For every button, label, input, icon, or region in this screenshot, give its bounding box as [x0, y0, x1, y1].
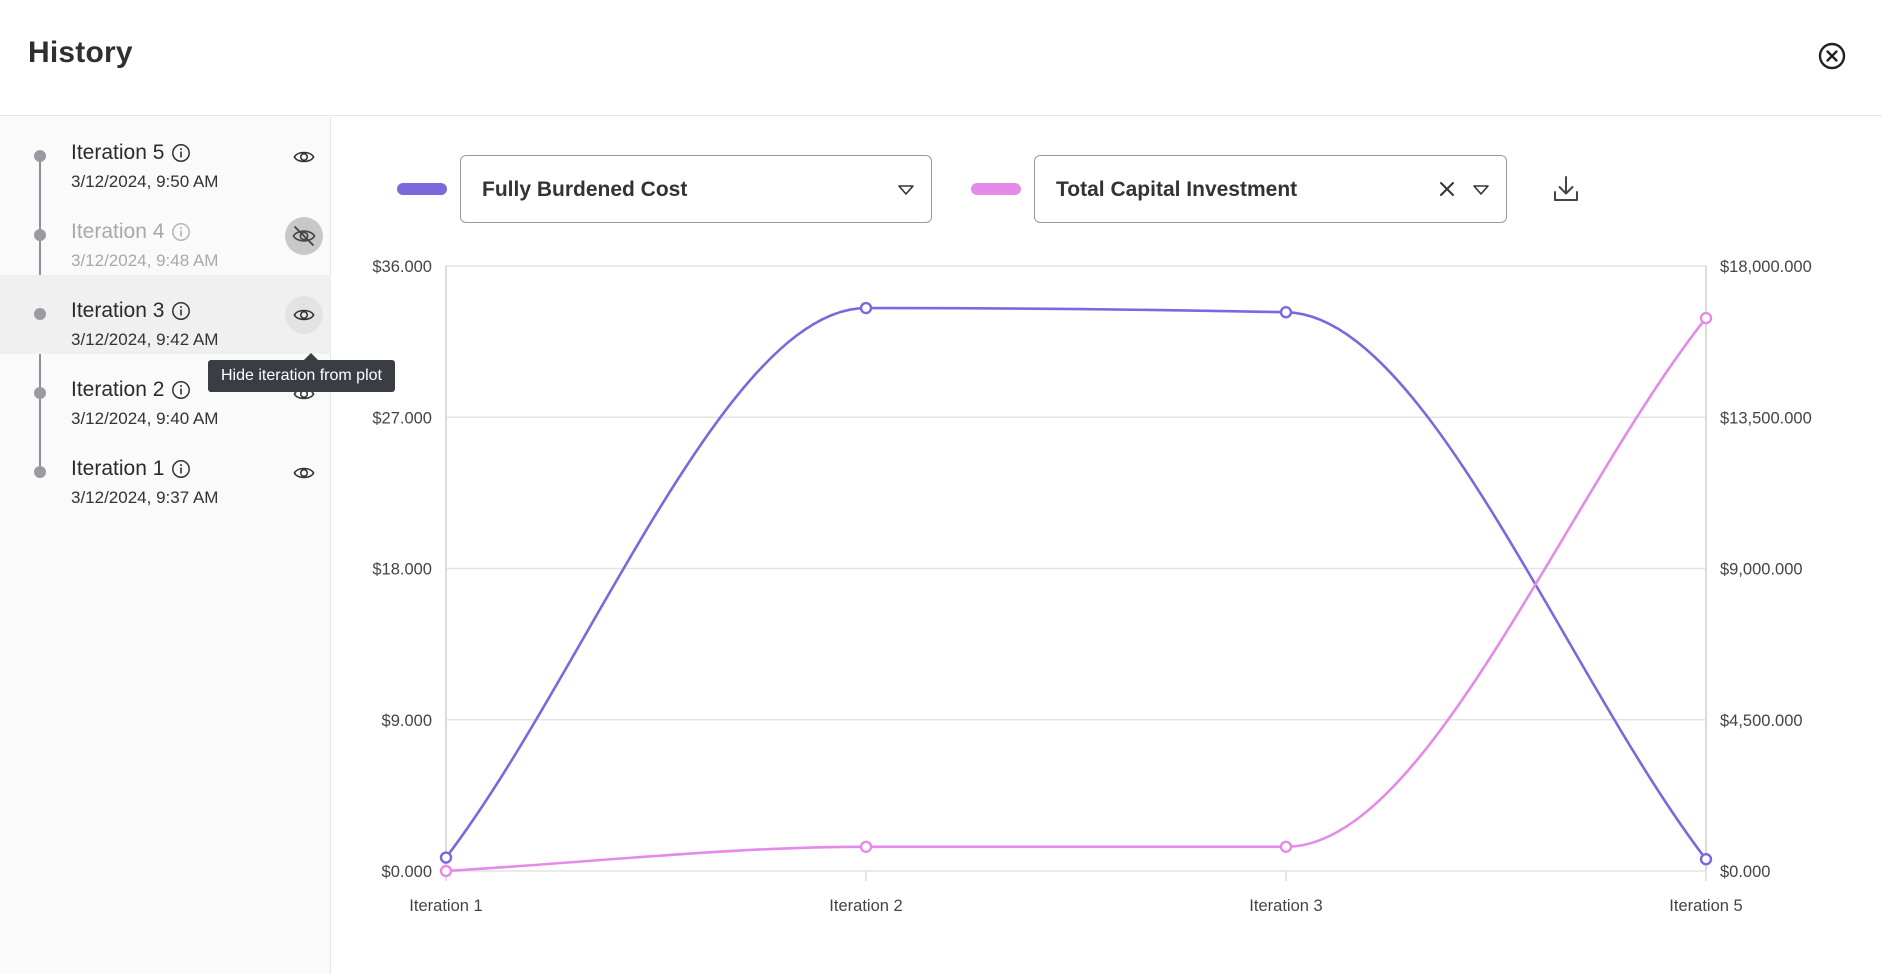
data-point [1279, 306, 1293, 319]
primary-series-swatch [397, 183, 447, 195]
close-circle-icon[interactable] [1817, 41, 1847, 71]
y-left-tick-label: $27.000 [372, 409, 432, 427]
timeline-dot [34, 150, 46, 162]
secondary-metric-select[interactable]: Total Capital Investment [1034, 155, 1507, 223]
primary-metric-select[interactable]: Fully Burdened Cost [460, 155, 932, 223]
caret-down-icon [1473, 185, 1489, 195]
eye-icon [293, 467, 315, 479]
timeline-dot [34, 466, 46, 478]
toggle-visibility-button[interactable] [285, 138, 323, 176]
primary-metric-value: Fully Burdened Cost [482, 178, 688, 201]
toggle-visibility-button[interactable] [285, 454, 323, 492]
x-tick-label: Iteration 3 [1249, 897, 1322, 915]
eye-icon [293, 309, 315, 321]
iteration-name: Iteration 5 [71, 141, 165, 164]
toggle-visibility-button[interactable] [285, 296, 323, 334]
data-point [439, 851, 453, 864]
info-icon[interactable] [171, 143, 191, 163]
y-left-tick-label: $9.000 [382, 712, 432, 730]
y-left-tick-label: $36.000 [372, 258, 432, 276]
info-icon[interactable] [171, 301, 191, 321]
y-right-tick-label: $13,500.000 [1720, 409, 1812, 427]
tooltip: Hide iteration from plot [208, 353, 395, 392]
data-point [1699, 853, 1713, 866]
info-icon[interactable] [171, 380, 191, 400]
data-point [1699, 311, 1713, 325]
iteration-item-5[interactable]: Iteration 5 3/12/2024, 9:50 AM [0, 117, 331, 196]
info-icon[interactable] [171, 222, 191, 242]
x-tick-label: Iteration 5 [1669, 897, 1742, 915]
iteration-timestamp: 3/12/2024, 9:48 AM [71, 251, 219, 270]
download-icon[interactable] [1552, 174, 1580, 204]
secondary-series-swatch [971, 183, 1021, 195]
data-point [859, 840, 873, 853]
caret-down-icon [898, 185, 914, 195]
data-point [439, 864, 453, 878]
x-tick-label: Iteration 1 [409, 897, 482, 915]
dual-axis-line-chart: $0.000 $0.000 $9.000 $4,500.000 $18.000 $9,00… [372, 258, 1812, 915]
header: History [0, 0, 1882, 116]
data-point [859, 301, 873, 315]
timeline-dot [34, 387, 46, 399]
iteration-item-4[interactable]: Iteration 4 3/12/2024, 9:48 AM [0, 196, 331, 275]
iteration-sidebar: Iteration 5 3/12/2024, 9:50 AM Iteration… [0, 117, 331, 974]
y-left-tick-label: $18.000 [372, 561, 432, 579]
y-right-tick-label: $9,000.000 [1720, 561, 1803, 579]
x-tick-label: Iteration 2 [829, 897, 902, 915]
info-icon[interactable] [171, 459, 191, 479]
toggle-visibility-button[interactable] [285, 217, 323, 255]
eye-icon [293, 151, 315, 163]
data-point [1279, 840, 1293, 853]
eye-off-icon [292, 226, 316, 246]
timeline-dot [34, 308, 46, 320]
iteration-item-3[interactable]: Iteration 3 3/12/2024, 9:42 AM [0, 275, 331, 354]
iteration-name: Iteration 4 [71, 220, 165, 243]
series-line-1 [444, 306, 1708, 861]
series-line-2 [445, 317, 1708, 873]
secondary-metric-value: Total Capital Investment [1056, 178, 1298, 201]
iteration-timestamp: 3/12/2024, 9:40 AM [71, 409, 219, 428]
iteration-name: Iteration 2 [71, 378, 165, 401]
y-right-tick-label: $4,500.000 [1720, 712, 1803, 730]
iteration-name: Iteration 3 [71, 299, 165, 322]
iteration-item-1[interactable]: Iteration 1 3/12/2024, 9:37 AM [0, 433, 331, 512]
iteration-timestamp: 3/12/2024, 9:50 AM [71, 172, 219, 191]
iteration-name: Iteration 1 [71, 457, 165, 480]
y-right-tick-label: $18,000.000 [1720, 258, 1812, 276]
y-left-tick-label: $0.000 [382, 863, 432, 881]
clear-x-icon[interactable] [1438, 180, 1456, 198]
iteration-timestamp: 3/12/2024, 9:42 AM [71, 330, 219, 349]
y-right-tick-label: $0.000 [1720, 863, 1770, 881]
timeline-dot [34, 229, 46, 241]
iteration-timestamp: 3/12/2024, 9:37 AM [71, 488, 219, 507]
page-title: History [28, 36, 133, 69]
iteration-item-2[interactable]: Iteration 2 3/12/2024, 9:40 AM [0, 354, 331, 433]
